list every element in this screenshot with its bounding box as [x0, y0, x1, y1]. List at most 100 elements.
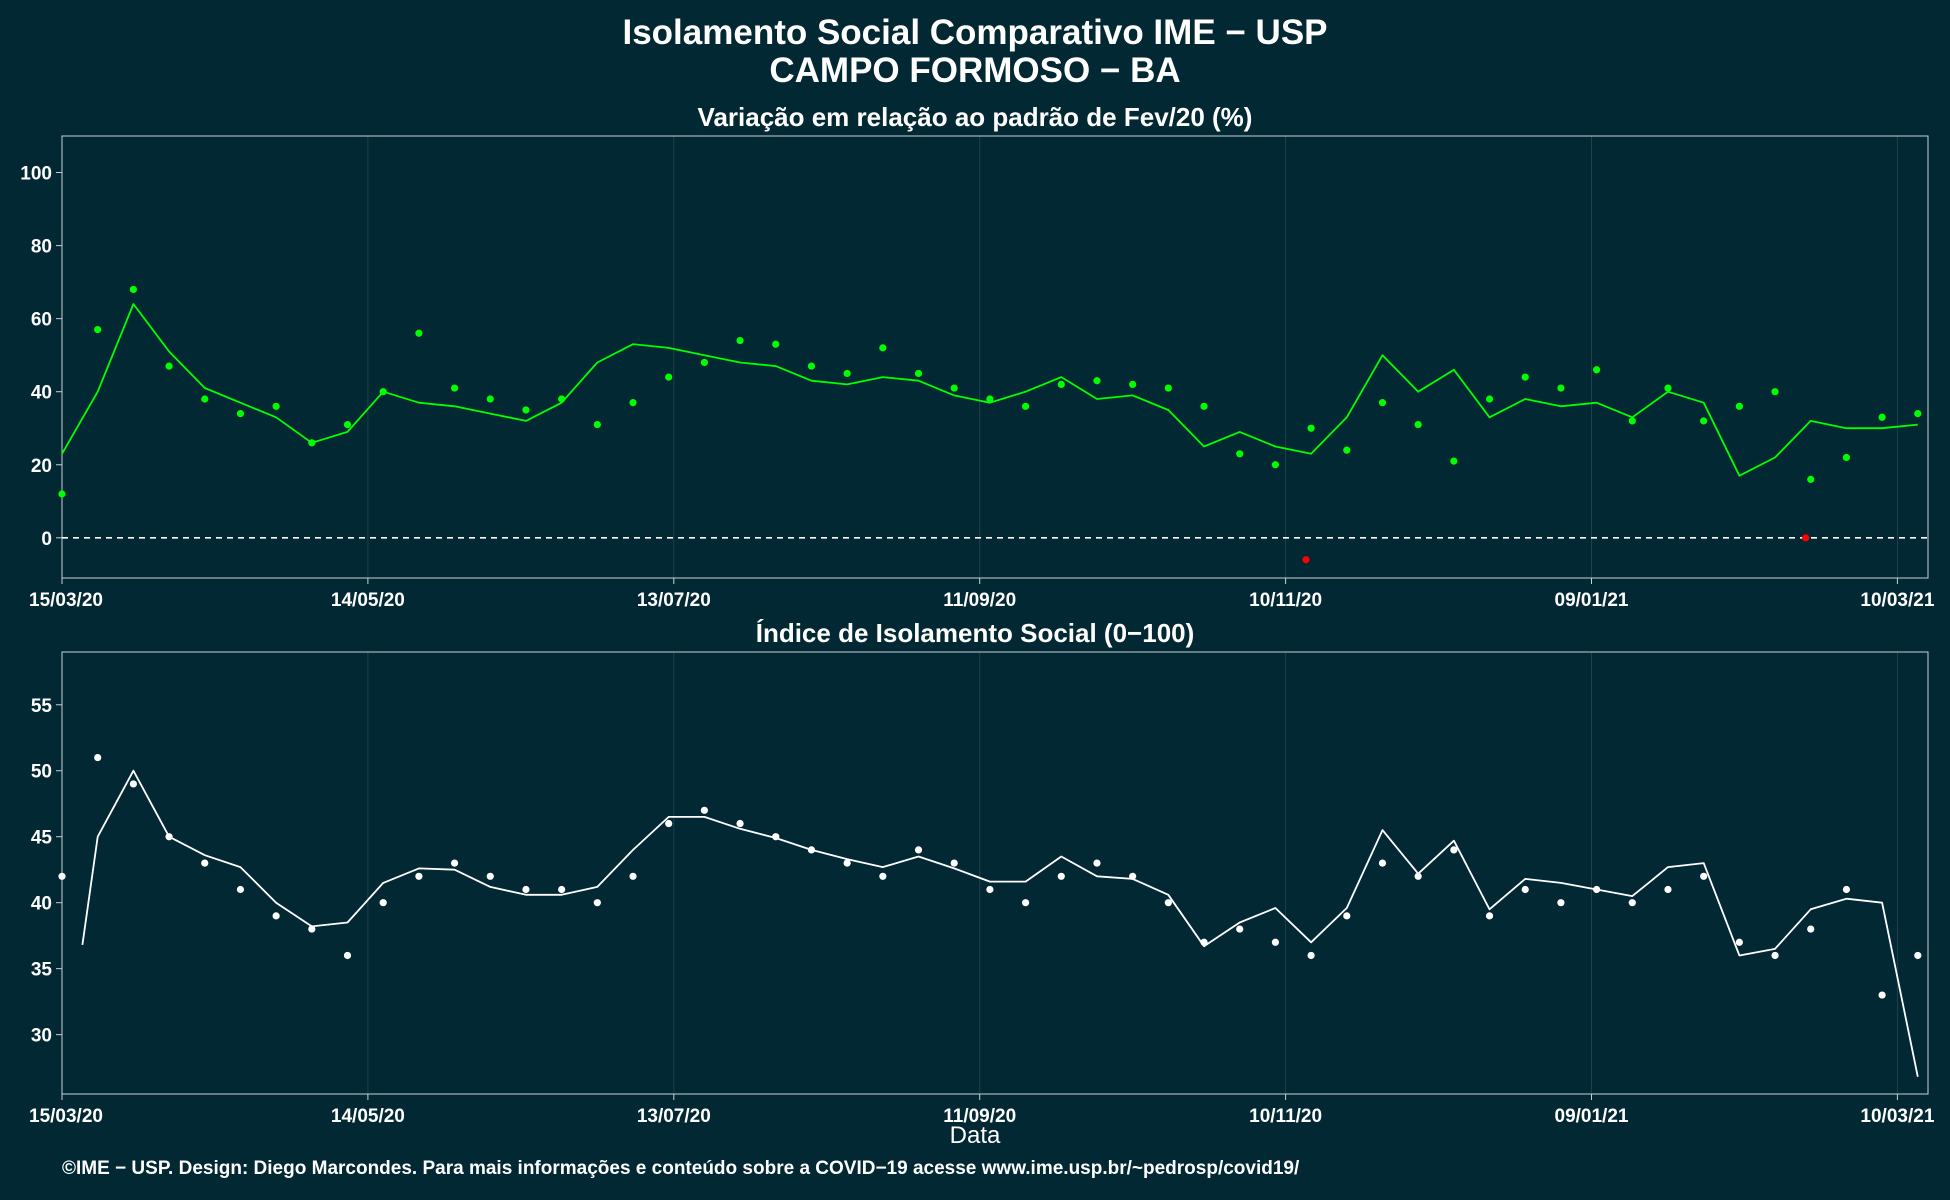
data-point — [1378, 399, 1387, 407]
data-point — [1842, 885, 1851, 894]
y-tick-label: 40 — [31, 894, 52, 915]
data-point — [879, 872, 887, 880]
y-tick-label: 100 — [20, 164, 52, 185]
negative-data-point — [1302, 556, 1310, 564]
data-point — [1807, 925, 1815, 933]
data-point — [1343, 912, 1351, 920]
data-point — [986, 395, 994, 403]
data-point — [1307, 424, 1315, 432]
data-point — [1771, 388, 1779, 396]
data-point — [843, 859, 851, 867]
data-point — [1236, 925, 1244, 933]
data-point — [272, 912, 280, 920]
y-tick-label: 60 — [31, 310, 52, 331]
data-point — [950, 384, 958, 392]
data-point — [772, 340, 780, 348]
data-point — [58, 490, 66, 498]
y-tick-label: 55 — [31, 696, 53, 717]
data-point — [1700, 872, 1708, 880]
panel-2-title: Índice de Isolamento Social (0−100) — [755, 618, 1195, 648]
data-point — [486, 395, 494, 403]
data-point — [1378, 859, 1387, 867]
y-tick-label: 30 — [31, 1026, 52, 1047]
data-point — [665, 819, 673, 828]
data-point — [522, 885, 530, 894]
panel-frame — [61, 651, 1929, 1095]
data-point — [1878, 413, 1886, 421]
data-point — [1557, 384, 1565, 392]
data-point — [1521, 885, 1529, 894]
data-point — [1485, 395, 1494, 403]
data-point — [415, 872, 423, 880]
data-point — [1700, 417, 1708, 425]
chart-title: Isolamento Social Comparativo IME − USP — [622, 13, 1328, 52]
data-point — [1771, 951, 1779, 960]
x-tick-label: 10/03/21 — [1860, 590, 1934, 611]
data-point — [1521, 373, 1529, 381]
data-point — [1878, 991, 1886, 999]
data-point — [1450, 457, 1458, 465]
data-point — [1664, 885, 1672, 894]
data-point — [1914, 951, 1922, 960]
data-point — [1271, 461, 1280, 469]
x-axis-label: Data — [949, 1122, 1001, 1149]
x-tick-label: 13/07/20 — [637, 590, 711, 611]
data-point — [1200, 938, 1208, 946]
data-point — [665, 373, 673, 381]
data-point — [1450, 846, 1458, 854]
data-point — [593, 420, 601, 429]
x-tick-label: 14/05/20 — [331, 590, 405, 611]
data-point — [343, 951, 352, 960]
data-point — [343, 420, 352, 429]
data-point — [629, 872, 637, 880]
data-point — [1735, 938, 1743, 946]
negative-data-point — [1802, 534, 1810, 542]
data-point — [486, 872, 494, 880]
data-point — [914, 369, 923, 378]
data-point — [308, 925, 316, 933]
data-point — [736, 336, 744, 345]
x-tick-label: 10/11/20 — [1249, 590, 1322, 611]
data-point — [736, 819, 744, 828]
data-point — [1842, 453, 1851, 462]
data-point — [272, 402, 280, 410]
y-tick-label: 45 — [31, 828, 53, 849]
data-point — [1200, 402, 1208, 410]
data-point — [1021, 899, 1030, 907]
data-point — [1593, 885, 1601, 894]
data-point — [1557, 899, 1565, 907]
y-tick-label: 35 — [31, 960, 53, 981]
data-point — [1057, 380, 1065, 388]
x-tick-label: 11/09/20 — [943, 1106, 1016, 1127]
chart-subtitle: CAMPO FORMOSO − BA — [769, 51, 1181, 90]
x-tick-label: 10/11/20 — [1249, 1106, 1322, 1127]
data-point — [379, 899, 387, 907]
data-point — [129, 780, 137, 788]
data-point — [879, 344, 887, 352]
x-tick-label: 10/03/21 — [1860, 1106, 1934, 1127]
x-tick-label: 14/05/20 — [331, 1106, 405, 1127]
data-point — [772, 833, 780, 841]
data-point — [94, 753, 102, 762]
panel-1-title: Variação em relação ao padrão de Fev/20 … — [697, 102, 1253, 132]
data-point — [165, 362, 173, 370]
data-point — [950, 859, 958, 867]
data-point — [1628, 899, 1636, 907]
data-point — [1307, 951, 1315, 960]
data-point — [1914, 410, 1922, 418]
data-point — [1807, 475, 1815, 483]
data-point — [1129, 872, 1137, 880]
data-point — [1236, 450, 1244, 458]
data-point — [165, 833, 173, 841]
data-point — [807, 846, 816, 854]
y-tick-label: 0 — [41, 529, 52, 550]
data-point — [558, 395, 566, 403]
data-point — [450, 859, 459, 867]
data-point — [94, 326, 102, 334]
data-point — [1664, 384, 1672, 392]
data-point — [1271, 938, 1280, 946]
data-point — [700, 806, 708, 814]
moving-average-line — [61, 303, 1918, 477]
data-point — [129, 285, 137, 294]
